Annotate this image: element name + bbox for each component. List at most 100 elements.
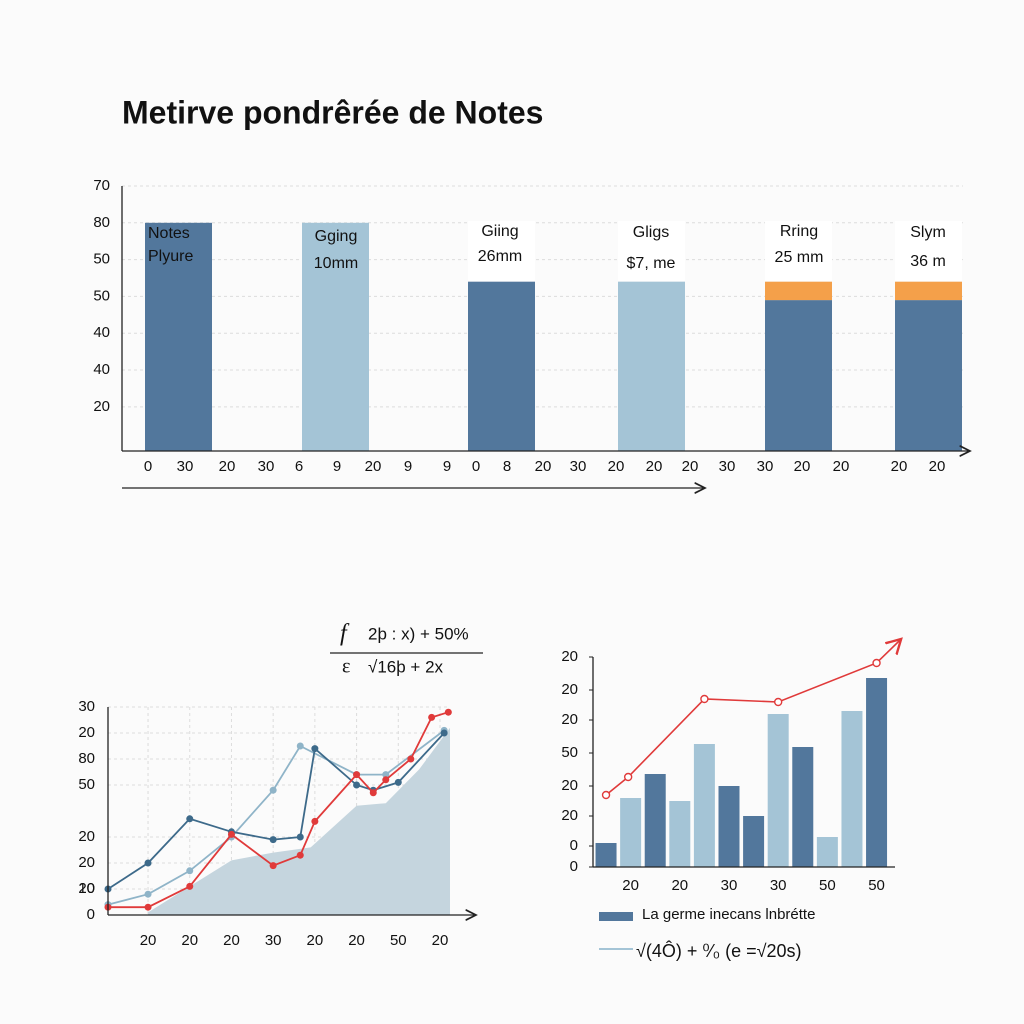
annotation: f <box>340 621 350 647</box>
bar-label: $7, me <box>627 255 676 272</box>
point <box>382 776 390 784</box>
point <box>296 851 304 859</box>
bar <box>693 744 715 867</box>
bar <box>895 300 962 451</box>
bar-label: Notes <box>148 225 190 242</box>
x-tick-label: 0 <box>144 458 152 475</box>
point <box>144 903 152 911</box>
y-tick-label: 20 <box>561 807 578 824</box>
x-tick-label: 20 <box>365 458 382 475</box>
point <box>311 745 319 753</box>
x-tick-label: 20 <box>535 458 552 475</box>
x-tick-label: 9 <box>404 458 412 475</box>
point <box>269 836 277 844</box>
bar <box>468 281 535 451</box>
y-tick-label: 0 <box>87 906 95 923</box>
point <box>144 859 152 867</box>
y-tick-label: 80 <box>78 750 95 767</box>
x-tick-label: 20 <box>223 932 240 949</box>
point <box>296 833 304 841</box>
y-tick-label: 20 <box>78 724 95 741</box>
x-tick-label: 30 <box>265 932 282 949</box>
label-box <box>468 221 535 281</box>
bar-label: 10mm <box>314 255 358 272</box>
y-tick-label: 0 <box>570 837 578 854</box>
y-tick-label: 10 <box>78 880 95 897</box>
point <box>382 771 390 779</box>
y-tick-label: 50 <box>93 251 110 268</box>
x-tick-label: 9 <box>443 458 451 475</box>
bar-label: Giing <box>481 223 518 240</box>
bar-segment <box>895 281 962 301</box>
bar <box>743 816 765 867</box>
y-tick-label: 50 <box>561 744 578 761</box>
x-tick-label: 6 <box>295 458 303 475</box>
bar <box>816 837 838 867</box>
point <box>872 658 881 668</box>
y-tick-label: 0 <box>570 858 578 875</box>
bar <box>302 222 369 451</box>
x-tick-label: 8 <box>503 458 511 475</box>
bar <box>618 281 685 451</box>
y-tick-label: 20 <box>78 880 95 897</box>
bar-label: Gligs <box>633 224 669 241</box>
point <box>394 778 402 786</box>
point <box>227 830 235 838</box>
point <box>353 781 361 789</box>
point <box>186 867 194 875</box>
x-tick-label: 30 <box>757 458 774 475</box>
bar-label: Slym <box>910 224 946 241</box>
y-tick-label: 70 <box>93 177 110 194</box>
bar <box>620 798 642 867</box>
point <box>601 790 611 800</box>
chart-title: Metirve pondrêrée de Notes <box>122 94 543 130</box>
x-tick-label: 30 <box>770 877 787 894</box>
point <box>773 697 783 707</box>
x-tick-label: 20 <box>929 458 946 475</box>
label-box <box>895 221 962 281</box>
point <box>440 729 448 737</box>
bar-label: 36 m <box>910 253 946 270</box>
bar <box>841 711 863 867</box>
x-tick-label: 20 <box>219 458 236 475</box>
x-tick-label: 50 <box>868 877 885 894</box>
bar <box>767 714 789 867</box>
point <box>311 817 319 825</box>
bar <box>718 786 740 867</box>
x-tick-label: 9 <box>333 458 341 475</box>
bar-label: 25 mm <box>775 249 824 266</box>
annotation: ε <box>342 656 350 678</box>
point <box>407 755 415 763</box>
point <box>296 742 304 750</box>
y-tick-label: 20 <box>93 398 110 415</box>
y-tick-label: 20 <box>78 828 95 845</box>
bar <box>145 222 212 451</box>
line <box>605 639 901 796</box>
x-tick-label: 20 <box>608 458 625 475</box>
bar-label: Gging <box>315 228 358 245</box>
point <box>186 882 194 890</box>
x-tick-label: 20 <box>682 458 699 475</box>
x-tick-label: 30 <box>258 458 275 475</box>
bar <box>765 300 832 451</box>
point <box>186 815 194 823</box>
y-tick-label: 50 <box>93 287 110 304</box>
y-tick-label: 20 <box>561 648 578 665</box>
x-tick-label: 20 <box>671 877 688 894</box>
bar <box>866 678 888 867</box>
x-tick-label: 20 <box>794 458 811 475</box>
x-tick-label: 20 <box>432 932 449 949</box>
y-tick-label: 50 <box>78 776 95 793</box>
point <box>623 772 633 782</box>
label-box <box>618 221 685 281</box>
x-tick-label: 20 <box>140 932 157 949</box>
annotation: √16þ + 2x <box>368 657 444 676</box>
y-tick-label: 20 <box>561 777 578 794</box>
y-tick-label: 40 <box>93 361 110 378</box>
x-tick-label: 20 <box>891 458 908 475</box>
point <box>269 786 277 794</box>
bar <box>792 747 814 867</box>
bar-label: 26mm <box>478 248 522 265</box>
